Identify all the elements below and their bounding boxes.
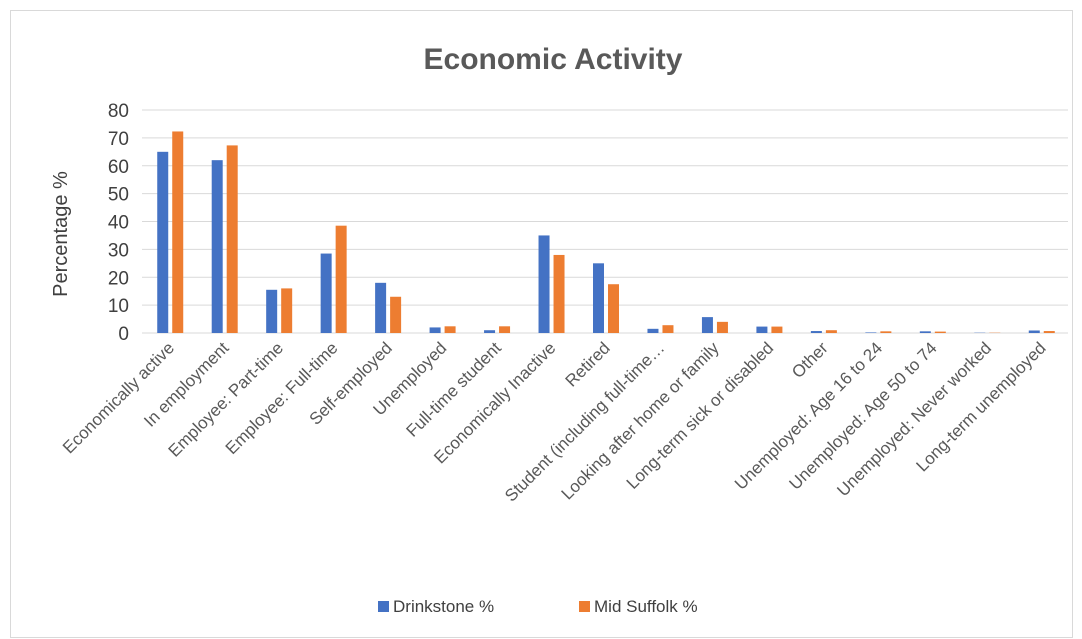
bar-drinkstone xyxy=(211,160,223,333)
bar-drinkstone xyxy=(701,317,713,333)
bar-drinkstone xyxy=(484,330,496,333)
bar-mid-suffolk xyxy=(444,326,456,333)
bar-drinkstone xyxy=(593,263,604,333)
bar-mid-suffolk xyxy=(934,331,946,333)
bar-drinkstone xyxy=(538,235,550,333)
bar-mid-suffolk xyxy=(390,296,402,333)
bar-mid-suffolk xyxy=(825,330,837,333)
bar-mid-suffolk xyxy=(335,225,347,333)
bar-drinkstone xyxy=(1028,330,1040,333)
bar-mid-suffolk xyxy=(499,326,511,333)
bar-drinkstone xyxy=(647,328,659,333)
legend-label: Mid Suffolk % xyxy=(594,597,698,616)
y-tick-label: 20 xyxy=(108,268,129,289)
y-tick-label: 70 xyxy=(108,129,129,150)
y-tick-label: 40 xyxy=(108,213,129,234)
bar-drinkstone xyxy=(810,331,822,333)
x-tick-label: Retired xyxy=(562,338,614,390)
y-tick-label: 30 xyxy=(108,240,129,261)
bar-mid-suffolk xyxy=(226,145,238,333)
y-tick-label: 50 xyxy=(108,185,129,206)
bar-drinkstone xyxy=(865,332,877,333)
bar-mid-suffolk xyxy=(1043,331,1055,333)
legend-swatch xyxy=(378,601,389,612)
bar-drinkstone xyxy=(320,253,332,333)
bar-drinkstone xyxy=(157,151,169,333)
x-tick-label: Other xyxy=(788,338,832,382)
gridlines xyxy=(142,109,1068,334)
y-tick-label: 0 xyxy=(118,324,129,345)
chart-area: Economic Activity 0 10 20 30 40 50 60 70 80 Perc… xyxy=(10,10,1073,638)
bar-mid-suffolk xyxy=(771,326,783,333)
bar-chart: Economic Activity 0 10 20 30 40 50 60 70 80 Perc… xyxy=(50,43,1068,616)
bar-mid-suffolk xyxy=(880,331,892,333)
bar-mid-suffolk xyxy=(662,325,674,333)
x-tick-label: Full-time student xyxy=(403,338,505,440)
legend-swatch xyxy=(579,601,590,612)
chart-title: Economic Activity xyxy=(424,43,683,76)
bars xyxy=(157,131,1055,333)
bar-mid-suffolk xyxy=(553,254,565,333)
y-axis-ticks: 0 10 20 30 40 50 60 70 80 xyxy=(108,101,129,345)
bar-drinkstone xyxy=(429,327,441,333)
y-tick-label: 10 xyxy=(108,296,129,317)
legend: Drinkstone % Mid Suffolk % xyxy=(378,597,698,616)
legend-label: Drinkstone % xyxy=(393,597,494,616)
bar-drinkstone xyxy=(266,289,278,333)
bar-mid-suffolk xyxy=(172,131,184,333)
y-tick-label: 60 xyxy=(108,157,129,178)
bar-drinkstone xyxy=(919,331,931,333)
y-tick-label: 80 xyxy=(108,101,129,122)
bar-mid-suffolk xyxy=(608,284,619,333)
y-axis-label: Percentage % xyxy=(50,171,72,297)
bar-drinkstone xyxy=(756,326,768,333)
bar-drinkstone xyxy=(375,282,387,333)
bar-mid-suffolk xyxy=(716,321,728,333)
bar-mid-suffolk xyxy=(281,288,293,333)
